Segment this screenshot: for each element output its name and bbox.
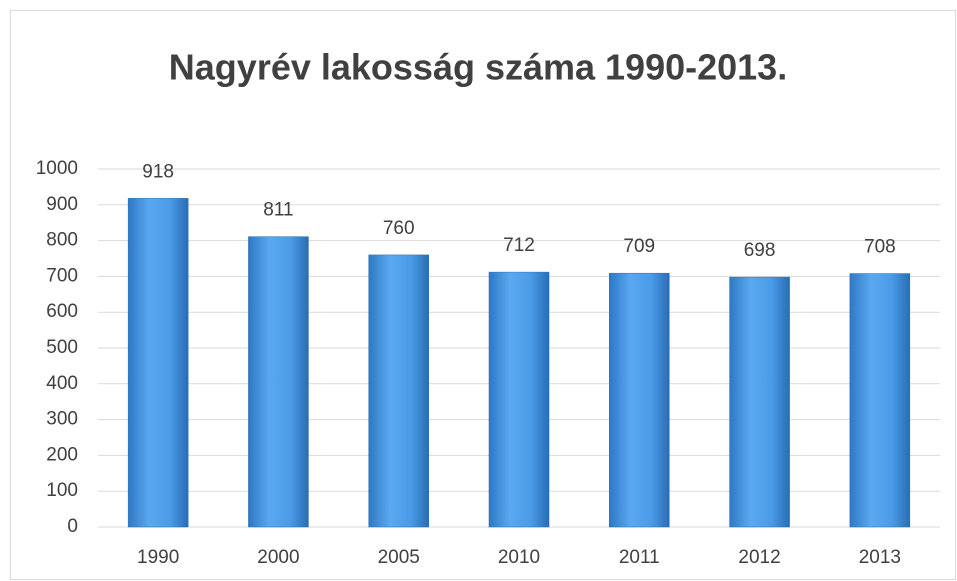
y-tick-label: 0 — [67, 516, 78, 537]
y-tick-label: 500 — [46, 337, 78, 358]
bar — [248, 236, 309, 528]
x-tick-label: 1990 — [137, 547, 179, 568]
x-tick-label: 2000 — [257, 547, 299, 568]
bar — [849, 273, 911, 528]
x-tick-label: 2013 — [859, 547, 901, 568]
data-label: 760 — [383, 218, 415, 239]
bar — [127, 198, 189, 528]
data-label: 712 — [503, 235, 535, 256]
x-tick-label: 2012 — [738, 547, 780, 568]
x-tick-label: 2010 — [498, 547, 540, 568]
y-tick-label: 1000 — [36, 158, 78, 179]
y-tick-label: 200 — [46, 444, 78, 465]
x-tick-label: 2011 — [619, 547, 660, 568]
x-tick-label: 2005 — [378, 547, 420, 568]
bar — [729, 276, 790, 528]
data-label: 811 — [263, 200, 293, 221]
y-tick-label: 600 — [46, 301, 78, 322]
data-label: 918 — [142, 161, 174, 182]
chart-title: Nagyrév lakosság száma 1990-2013. — [169, 47, 787, 88]
bar — [368, 254, 429, 528]
data-label: 708 — [864, 237, 896, 258]
y-tick-label: 900 — [46, 194, 78, 215]
data-label: 698 — [744, 240, 776, 261]
y-tick-label: 400 — [46, 373, 78, 394]
bar — [609, 272, 670, 528]
y-tick-label: 700 — [46, 265, 78, 286]
bar — [488, 271, 550, 528]
y-tick-label: 300 — [46, 409, 78, 430]
y-tick-label: 800 — [46, 230, 78, 251]
y-tick-label: 100 — [46, 480, 78, 501]
data-label: 709 — [623, 236, 655, 257]
